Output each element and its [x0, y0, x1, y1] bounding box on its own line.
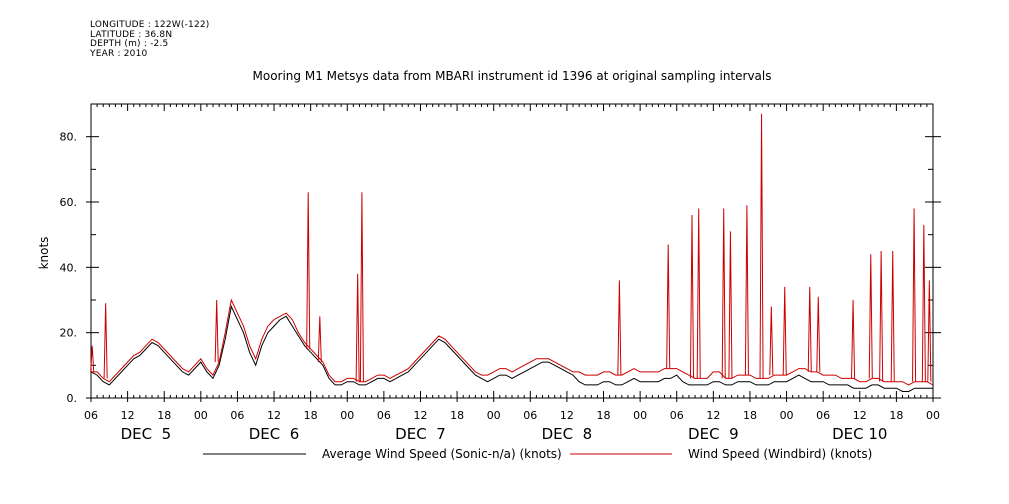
windbird-spike	[890, 250, 895, 382]
metadata-latitude: LATITUDE : 36.8N	[90, 29, 173, 40]
windbird-spike	[728, 231, 733, 379]
windbird-spike	[214, 299, 219, 363]
windbird-spike	[355, 273, 360, 382]
x-tick-label: 06	[84, 409, 98, 422]
windbird-spike	[816, 296, 821, 372]
x-tick-label: 18	[304, 409, 318, 422]
x-tick-label: 12	[413, 409, 427, 422]
x-tick-label: 12	[853, 409, 867, 422]
x-tick-label: 06	[670, 409, 684, 422]
x-tick-label: 12	[267, 409, 281, 422]
windbird-spike	[912, 208, 917, 382]
windbird-spike	[769, 306, 774, 376]
metadata-block: LONGITUDE : 122W(-122) LATITUDE : 36.8N …	[90, 20, 210, 59]
day-label: DEC 5	[121, 425, 172, 443]
x-tick-label: 00	[340, 409, 354, 422]
windbird-spike	[921, 224, 926, 382]
plot-frame	[90, 103, 934, 399]
y-axis-label: knots	[37, 237, 51, 270]
windbird-spike	[868, 254, 873, 379]
x-tick-label: 12	[560, 409, 574, 422]
windbird-spike	[317, 316, 322, 363]
x-tick-label: 18	[157, 409, 171, 422]
legend-label-average: Average Wind Speed (Sonic-n/a) (knots)	[322, 447, 562, 461]
day-labels: DEC 5 DEC 6 DEC 7 DEC 8 DEC 9 DEC 10	[121, 425, 888, 443]
day-label: DEC 8	[542, 425, 593, 443]
y-tick-label: 60.	[60, 196, 78, 209]
x-tick-label: 18	[889, 409, 903, 422]
chart-title: Mooring M1 Metsys data from MBARI instru…	[253, 69, 772, 83]
legend: Average Wind Speed (Sonic-n/a) (knots) Wi…	[203, 447, 872, 461]
windbird-spike	[927, 280, 932, 382]
x-tick-label: 00	[780, 409, 794, 422]
series-line-windbird	[91, 298, 934, 386]
windbird-spike	[879, 250, 884, 382]
x-tick-label: 06	[816, 409, 830, 422]
y-tick-label: 0.	[67, 392, 78, 405]
legend-label-windbird: Wind Speed (Windbird) (knots)	[688, 447, 872, 461]
metadata-year: YEAR : 2010	[90, 48, 148, 59]
windbird-spike	[90, 345, 95, 372]
windbird-spike	[306, 192, 311, 350]
series-lines	[90, 113, 934, 392]
day-label: DEC 7	[395, 425, 446, 443]
day-label: DEC 9	[688, 425, 739, 443]
x-tick-label: 06	[377, 409, 391, 422]
y-tick-label: 20.	[60, 327, 78, 340]
x-tick-label: 06	[523, 409, 537, 422]
windbird-spike	[744, 205, 749, 376]
windbird-spike	[359, 192, 364, 382]
y-tick-label: 40.	[60, 261, 78, 274]
x-tick-label: 06	[230, 409, 244, 422]
windbird-spike	[103, 303, 108, 379]
x-tick-label: 00	[926, 409, 940, 422]
windbird-spike	[807, 286, 812, 372]
windbird-spike	[721, 208, 726, 379]
x-tick-label: 18	[743, 409, 757, 422]
y-tick-labels: 0. 20. 40. 60. 80.	[60, 131, 78, 405]
series-line-average-wind-speed	[90, 304, 933, 392]
windbird-spike	[851, 299, 856, 379]
windbird-spike	[696, 208, 701, 379]
y-tick-label: 80.	[60, 131, 78, 144]
x-tick-labels: 06 12 18 00 06 12 18 00 06 12 18 00 06 12 18 00 06 12 18 00…	[84, 409, 940, 422]
x-tick-label: 00	[487, 409, 501, 422]
windbird-spike	[782, 286, 787, 376]
x-tick-label: 18	[450, 409, 464, 422]
metadata-longitude: LONGITUDE : 122W(-122)	[90, 20, 210, 30]
day-label: DEC 10	[832, 425, 887, 443]
x-tick-label: 12	[706, 409, 720, 422]
x-tick-label: 12	[121, 409, 135, 422]
x-tick-label: 18	[597, 409, 611, 422]
windbird-spike	[689, 215, 695, 379]
day-label: DEC 6	[249, 425, 300, 443]
metadata-depth: DEPTH (m) : -2.5	[90, 39, 169, 50]
windbird-spike	[759, 113, 764, 379]
axis-ticks	[86, 103, 941, 402]
windbird-spike	[617, 280, 622, 376]
x-tick-label: 00	[633, 409, 647, 422]
windbird-spike	[666, 244, 671, 369]
x-tick-label: 00	[194, 409, 208, 422]
